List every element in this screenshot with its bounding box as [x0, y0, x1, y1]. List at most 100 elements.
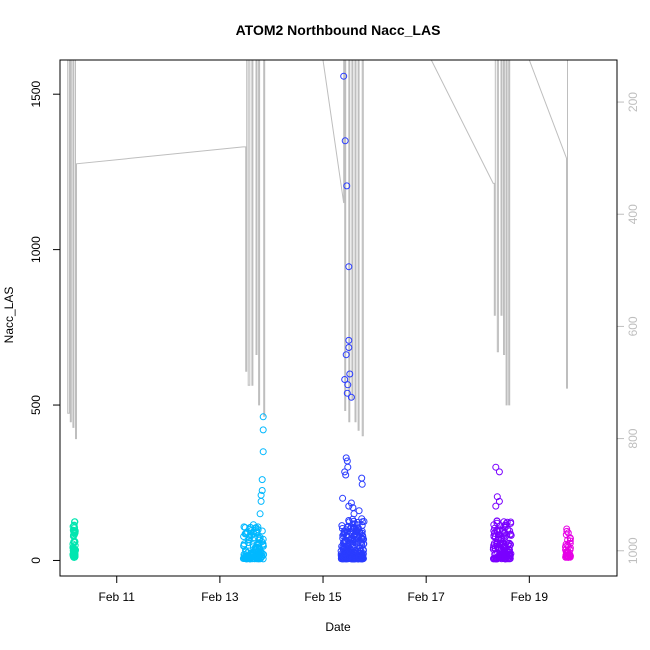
data-point: [257, 555, 264, 563]
data-point: [258, 487, 266, 494]
data-point: [345, 344, 353, 351]
data-point: [254, 533, 262, 541]
data-point: [494, 553, 501, 561]
data-point: [347, 393, 355, 401]
y-tick-label: 500: [29, 395, 43, 415]
data-point: [506, 527, 514, 535]
data-point: [359, 550, 367, 558]
data-point: [340, 530, 348, 538]
scatter-cluster-4: [489, 463, 515, 563]
data-point: [504, 541, 512, 549]
data-point: [495, 535, 502, 543]
data-point: [504, 525, 512, 533]
data-point: [345, 502, 353, 510]
data-point: [70, 531, 77, 539]
y2-tick-label: 600: [626, 316, 640, 336]
data-point: [339, 555, 347, 563]
data-point: [342, 471, 350, 479]
data-point: [349, 524, 357, 532]
data-point: [259, 542, 267, 550]
data-point: [341, 468, 349, 476]
data-point: [241, 553, 249, 561]
x-tick-label: Feb 13: [201, 590, 239, 604]
data-point: [346, 370, 354, 378]
data-point: [500, 548, 508, 555]
data-point: [259, 426, 267, 434]
data-point: [340, 72, 348, 80]
y-tick-label: 0: [29, 557, 43, 564]
data-point: [492, 555, 500, 562]
data-point: [507, 519, 515, 527]
data-point: [258, 476, 266, 484]
data-point: [342, 351, 350, 359]
data-point: [492, 502, 500, 510]
data-point: [499, 526, 507, 534]
data-point: [251, 546, 259, 553]
data-point: [71, 547, 79, 555]
data-point: [248, 531, 256, 539]
scatter-series: [69, 72, 574, 563]
data-point: [259, 448, 267, 456]
scatter-cluster-2: [239, 413, 268, 563]
axes: Feb 11 Feb 13 Feb 15 Feb 17 Feb 19 0 500 1000 15…: [29, 81, 640, 604]
data-point: [355, 507, 363, 515]
x-axis-label: Date: [325, 620, 351, 634]
data-point: [343, 182, 351, 190]
data-point: [347, 540, 355, 548]
data-point: [490, 521, 498, 529]
plot-frame: [59, 59, 618, 577]
data-point: [564, 548, 572, 555]
data-point: [565, 551, 573, 559]
data-point: [338, 522, 346, 530]
secondary-line-series: [67, 60, 569, 440]
data-point: [345, 263, 353, 271]
scatter-cluster-5: [562, 525, 574, 561]
x-tick-label: Feb 19: [511, 590, 549, 604]
data-point: [240, 540, 248, 548]
data-point: [70, 552, 78, 560]
data-point: [339, 534, 347, 542]
data-point: [253, 555, 261, 563]
data-point: [495, 497, 503, 505]
data-point: [351, 520, 359, 528]
data-point: [566, 534, 574, 542]
data-point: [349, 527, 357, 535]
data-point: [341, 376, 349, 383]
data-point: [244, 536, 252, 544]
data-point: [492, 463, 500, 471]
data-point: [343, 389, 351, 397]
data-point: [240, 533, 248, 540]
data-point: [342, 454, 350, 462]
data-point: [357, 535, 365, 543]
data-point: [256, 510, 264, 518]
scatter-cluster-3: [337, 72, 368, 563]
data-point: [357, 549, 365, 557]
chart-title: ATOM2 Northbound Nacc_LAS: [236, 22, 441, 38]
data-point: [253, 550, 261, 558]
data-point: [344, 523, 352, 531]
data-point: [239, 555, 247, 562]
x-tick-label: Feb 11: [98, 590, 135, 604]
data-point: [563, 525, 571, 533]
data-point: [344, 381, 352, 389]
y2-tick-label: 200: [626, 92, 640, 112]
data-point: [249, 521, 257, 529]
data-point: [348, 555, 356, 563]
data-point: [562, 552, 570, 560]
data-point: [360, 518, 368, 525]
y-tick-label: 1500: [29, 81, 43, 108]
data-point: [563, 527, 571, 535]
data-point: [255, 536, 263, 544]
data-point: [70, 528, 78, 536]
y-tick-label: 1000: [29, 236, 43, 263]
data-point: [71, 524, 79, 532]
data-point: [259, 413, 267, 421]
x-tick-label: Feb 15: [304, 590, 342, 604]
data-point: [69, 523, 77, 531]
x-tick-label: Feb 17: [407, 590, 445, 604]
data-point: [249, 528, 257, 536]
data-point: [497, 535, 505, 543]
data-point: [345, 336, 353, 344]
